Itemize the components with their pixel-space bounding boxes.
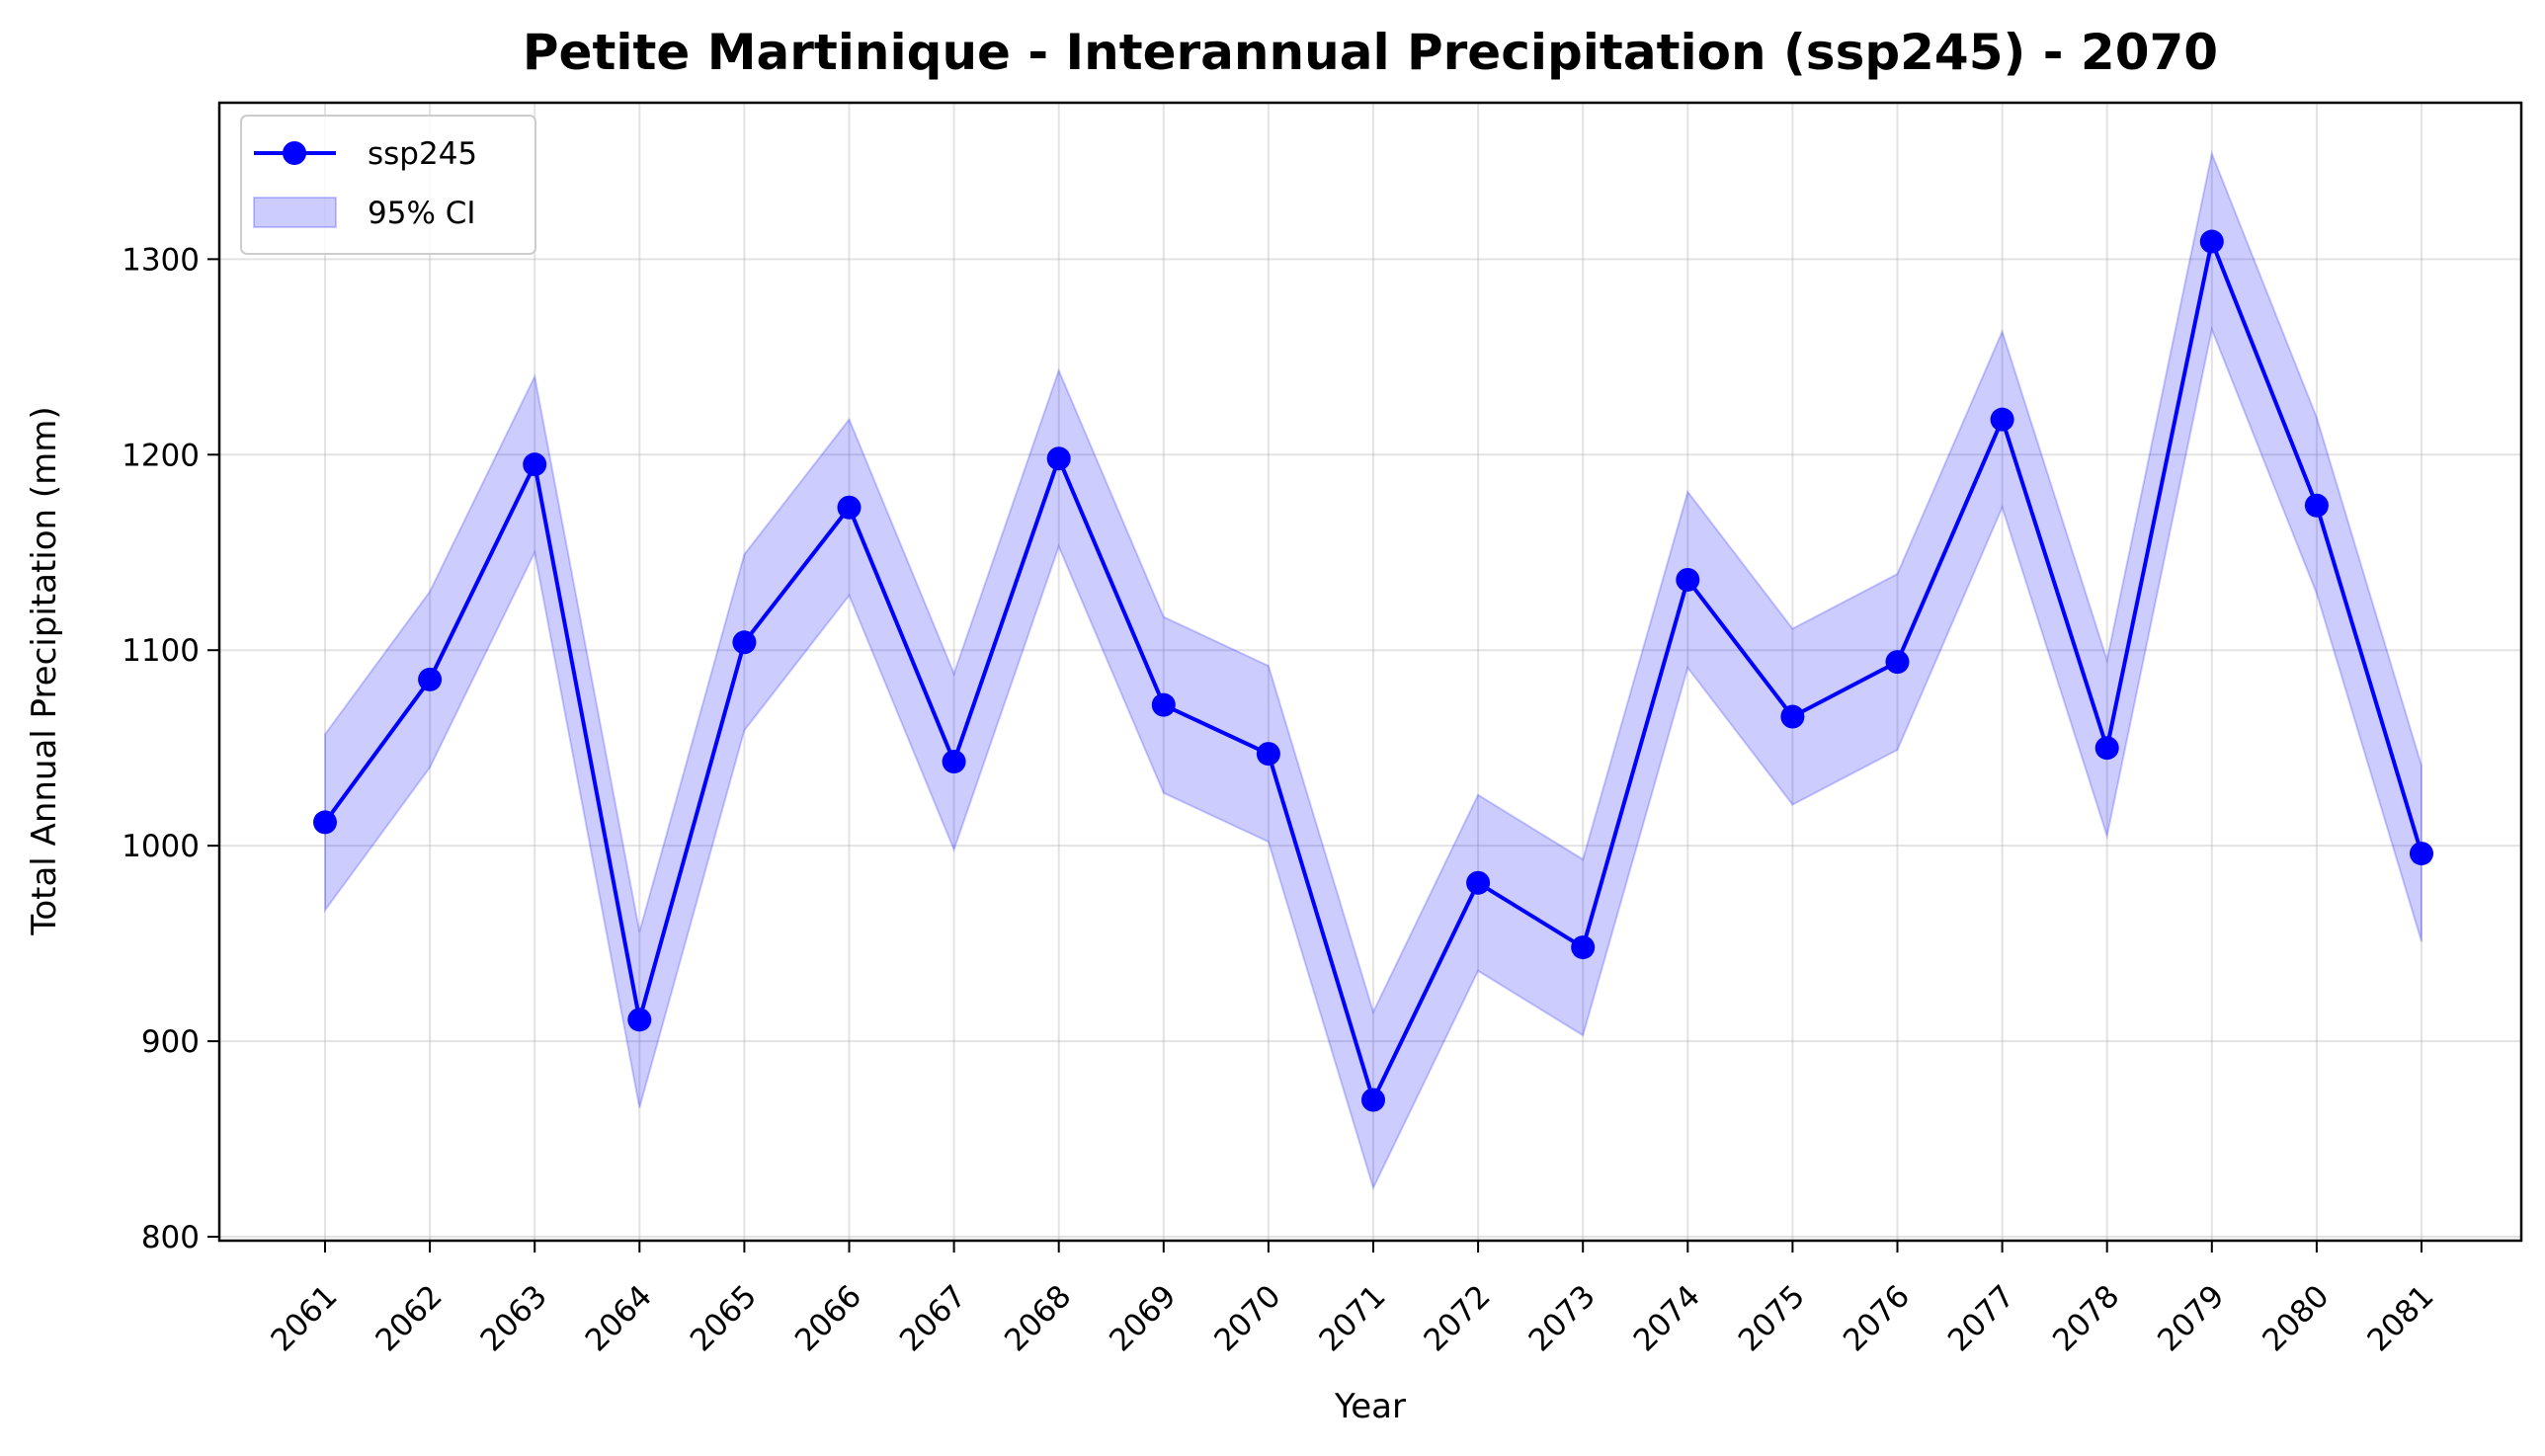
x-tick-label: 2063 bbox=[474, 1278, 554, 1358]
data-point bbox=[523, 452, 547, 477]
y-axis: 800 900 1000 1100 1200 1300 bbox=[122, 242, 219, 1255]
data-point bbox=[1361, 1088, 1385, 1112]
x-tick-label: 2079 bbox=[2151, 1278, 2231, 1358]
legend-series-label: ssp245 bbox=[368, 136, 477, 172]
x-tick-label: 2074 bbox=[1627, 1278, 1707, 1358]
legend-ci-label: 95% CI bbox=[368, 196, 476, 231]
y-tick-label: 1300 bbox=[122, 242, 200, 278]
x-tick-label: 2071 bbox=[1312, 1278, 1392, 1358]
y-tick-label: 1200 bbox=[122, 438, 200, 473]
x-tick-label: 2076 bbox=[1837, 1278, 1917, 1358]
x-tick-label: 2070 bbox=[1207, 1278, 1287, 1358]
y-axis-label: Total Annual Precipitation (mm) bbox=[25, 406, 64, 935]
x-axis-label: Year bbox=[1334, 1387, 1406, 1426]
x-tick-label: 2078 bbox=[2046, 1278, 2126, 1358]
data-point bbox=[1990, 407, 2014, 432]
series-markers bbox=[313, 229, 2433, 1112]
x-tick-label: 2062 bbox=[369, 1278, 450, 1358]
plot-frame bbox=[217, 101, 2523, 1243]
x-tick-label: 2081 bbox=[2360, 1278, 2440, 1358]
x-tick-label: 2080 bbox=[2256, 1278, 2336, 1358]
legend-box bbox=[240, 115, 536, 255]
data-point bbox=[1466, 870, 1491, 895]
y-tick-label: 1100 bbox=[122, 633, 200, 669]
legend: ssp245 95% CI bbox=[240, 115, 536, 255]
data-point bbox=[1151, 692, 1176, 717]
x-tick-label: 2069 bbox=[1103, 1278, 1183, 1358]
data-point bbox=[1256, 742, 1280, 767]
data-point bbox=[2094, 736, 2119, 761]
data-point bbox=[313, 810, 337, 835]
data-point bbox=[2199, 229, 2224, 254]
x-tick-label: 2066 bbox=[788, 1278, 868, 1358]
x-tick-label: 2073 bbox=[1522, 1278, 1602, 1358]
data-point bbox=[1046, 446, 1071, 471]
data-point bbox=[2410, 842, 2433, 866]
data-point bbox=[1885, 650, 1910, 675]
chart-title: Petite Martinique - Interannual Precipit… bbox=[523, 24, 2218, 81]
data-point bbox=[1780, 704, 1805, 729]
data-point bbox=[627, 1008, 652, 1032]
y-tick-label: 1000 bbox=[122, 829, 200, 864]
x-tick-label: 2077 bbox=[1941, 1278, 2021, 1358]
x-tick-label: 2061 bbox=[264, 1278, 344, 1358]
x-tick-label: 2068 bbox=[998, 1278, 1078, 1358]
y-tick-label: 800 bbox=[141, 1220, 200, 1255]
x-tick-label: 2067 bbox=[893, 1278, 973, 1358]
legend-ci-swatch bbox=[253, 197, 337, 228]
data-point bbox=[418, 667, 443, 691]
x-tick-label: 2072 bbox=[1418, 1278, 1498, 1358]
data-point bbox=[732, 630, 757, 655]
x-axis: 2061 2062 2063 2064 2065 2066 2067 2068 2069 2070… bbox=[264, 1241, 2441, 1358]
x-tick-label: 2065 bbox=[684, 1278, 764, 1358]
legend-marker-swatch bbox=[283, 141, 306, 165]
x-tick-label: 2064 bbox=[579, 1278, 659, 1358]
data-point bbox=[837, 495, 862, 520]
x-tick-label: 2075 bbox=[1732, 1278, 1812, 1358]
grid bbox=[219, 103, 2521, 1241]
data-point bbox=[1571, 935, 1596, 960]
y-tick-label: 900 bbox=[141, 1024, 200, 1060]
data-point bbox=[942, 750, 966, 774]
data-point bbox=[1676, 567, 1700, 592]
ci-band bbox=[324, 149, 2422, 1191]
data-point bbox=[2304, 493, 2329, 518]
confidence-band bbox=[324, 149, 2422, 1191]
